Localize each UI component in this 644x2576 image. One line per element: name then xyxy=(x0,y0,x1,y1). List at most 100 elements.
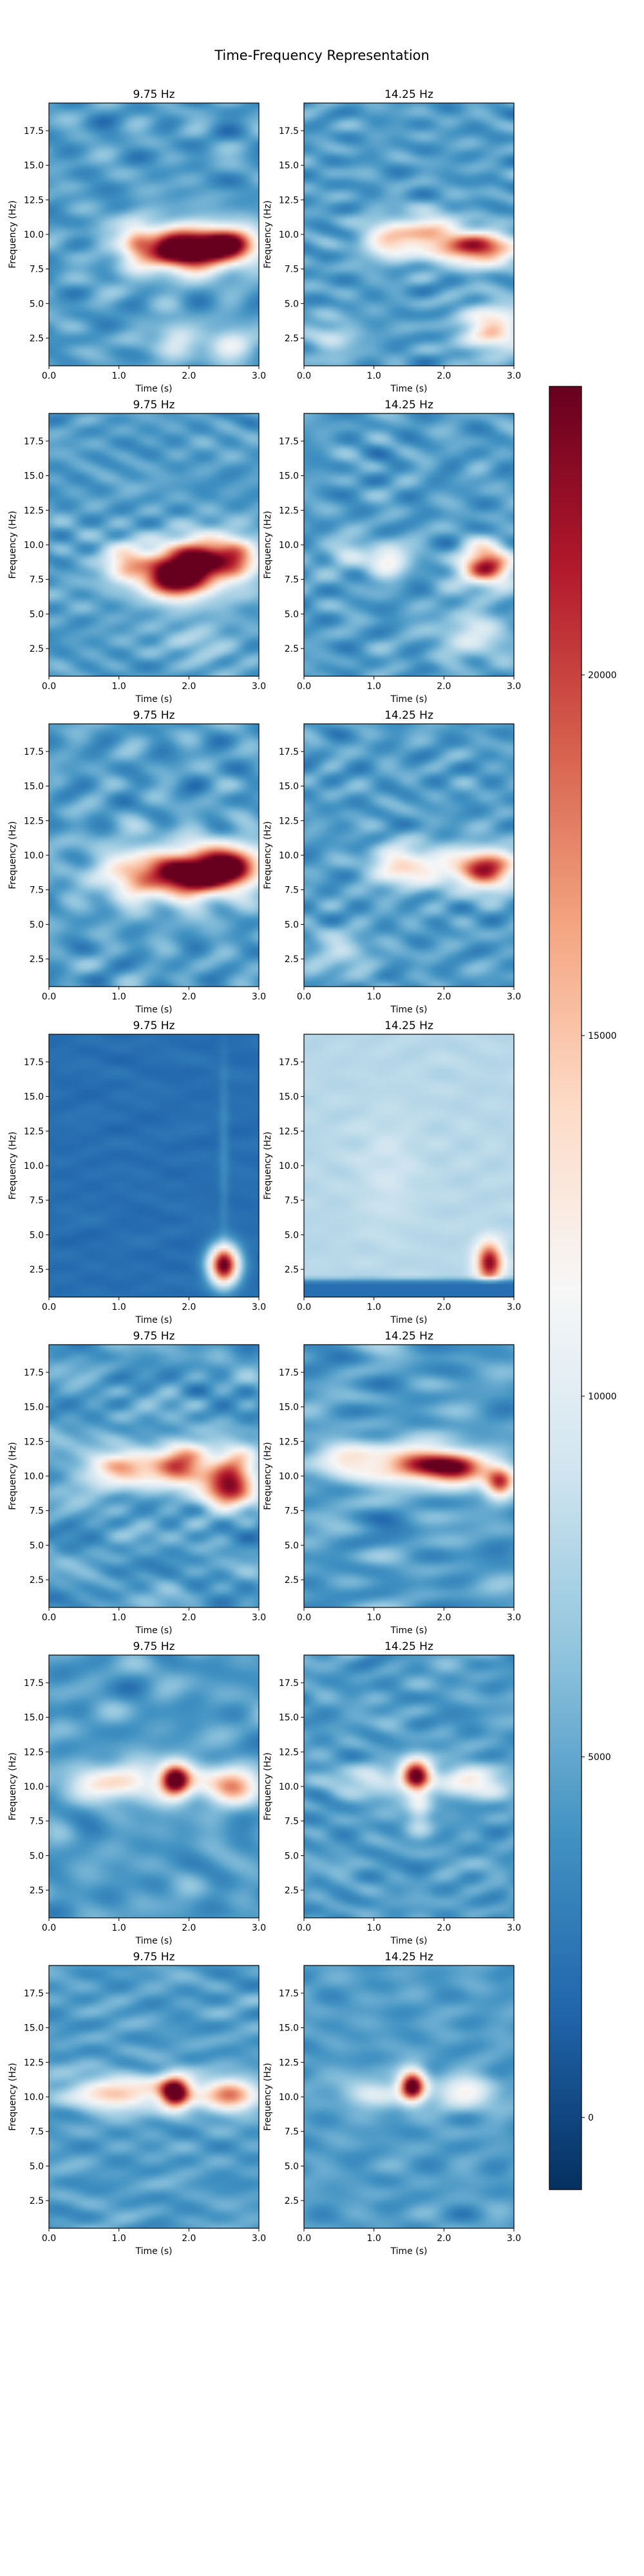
y-tick-label: 12.5 xyxy=(24,506,44,516)
x-tick-label: 0.0 xyxy=(297,1613,311,1623)
y-tick-label: 17.5 xyxy=(279,1989,299,1999)
heatmap-panel xyxy=(46,102,260,369)
y-tick-label: 15.0 xyxy=(279,2023,299,2034)
y-tick-label: 2.5 xyxy=(285,954,299,965)
x-tick-label: 3.0 xyxy=(252,1302,266,1312)
x-tick-label: 1.0 xyxy=(112,992,126,1002)
panel-title: 14.25 Hz xyxy=(384,1640,433,1653)
x-axis-label: Time (s) xyxy=(390,1005,428,1015)
y-tick-label: 5.0 xyxy=(30,2161,44,2172)
heatmap-panel xyxy=(301,413,515,679)
y-tick-label: 2.5 xyxy=(285,2196,299,2206)
y-axis-label: Frequency (Hz) xyxy=(8,1132,18,1200)
x-tick-label: 2.0 xyxy=(182,1302,196,1312)
y-tick-label: 15.0 xyxy=(24,1403,44,1413)
y-axis-label: Frequency (Hz) xyxy=(263,511,273,579)
y-tick-label: 17.5 xyxy=(24,126,44,137)
heatmap-panel xyxy=(46,723,260,990)
heatmap-panel xyxy=(301,723,515,990)
y-tick-label: 10.0 xyxy=(279,851,299,861)
x-tick-label: 0.0 xyxy=(42,1613,56,1623)
y-tick-label: 15.0 xyxy=(279,1403,299,1413)
panel-title: 14.25 Hz xyxy=(384,1019,433,1032)
y-tick-label: 12.5 xyxy=(279,506,299,516)
heatmap-panel xyxy=(46,1034,260,1300)
x-tick-label: 1.0 xyxy=(367,992,381,1002)
panel-title: 9.75 Hz xyxy=(133,399,175,412)
heatmap-image xyxy=(49,1034,259,1297)
x-tick-label: 1.0 xyxy=(112,1613,126,1623)
y-tick-label: 7.5 xyxy=(285,575,299,585)
heatmap-image xyxy=(304,724,514,987)
y-tick-label: 2.5 xyxy=(285,644,299,654)
y-axis-label: Frequency (Hz) xyxy=(263,1752,273,1821)
heatmap-panel xyxy=(301,1344,515,1611)
y-tick-label: 5.0 xyxy=(285,609,299,620)
x-tick-label: 3.0 xyxy=(507,992,521,1002)
y-tick-label: 2.5 xyxy=(285,1886,299,1896)
x-axis-label: Time (s) xyxy=(390,694,428,705)
x-tick-label: 2.0 xyxy=(437,1613,451,1623)
y-tick-label: 5.0 xyxy=(285,1230,299,1240)
y-tick-label: 2.5 xyxy=(30,2196,44,2206)
x-tick-label: 0.0 xyxy=(42,681,56,692)
panel-title: 14.25 Hz xyxy=(384,399,433,412)
y-tick-label: 7.5 xyxy=(285,2127,299,2137)
x-tick-label: 0.0 xyxy=(42,992,56,1002)
x-tick-label: 1.0 xyxy=(112,371,126,381)
y-tick-label: 10.0 xyxy=(279,540,299,551)
colorbar-tick-label: 15000 xyxy=(588,1031,617,1041)
y-tick-label: 7.5 xyxy=(285,1817,299,1827)
x-tick-label: 3.0 xyxy=(507,1302,521,1312)
y-tick-label: 2.5 xyxy=(30,1886,44,1896)
y-tick-label: 15.0 xyxy=(279,1092,299,1103)
x-tick-label: 1.0 xyxy=(367,1923,381,1933)
colorbar-tick-label: 20000 xyxy=(588,670,617,681)
panel-title: 9.75 Hz xyxy=(133,709,175,722)
x-axis-label: Time (s) xyxy=(135,384,173,394)
x-tick-label: 2.0 xyxy=(437,371,451,381)
y-tick-label: 12.5 xyxy=(279,1437,299,1447)
y-tick-label: 17.5 xyxy=(279,1368,299,1378)
x-tick-label: 3.0 xyxy=(252,681,266,692)
y-tick-label: 5.0 xyxy=(30,299,44,309)
heatmap-panel xyxy=(301,102,515,369)
y-tick-label: 12.5 xyxy=(24,2058,44,2068)
heatmap-image xyxy=(49,413,259,676)
panel-title: 14.25 Hz xyxy=(384,1330,433,1343)
x-axis-label: Time (s) xyxy=(135,1625,173,1636)
x-axis-label: Time (s) xyxy=(135,1005,173,1015)
y-tick-label: 5.0 xyxy=(30,1540,44,1551)
panel-title: 9.75 Hz xyxy=(133,1640,175,1653)
y-tick-label: 7.5 xyxy=(30,265,44,275)
heatmap-image xyxy=(304,1345,514,1607)
y-tick-label: 10.0 xyxy=(24,2092,44,2103)
x-tick-label: 1.0 xyxy=(367,1302,381,1312)
y-tick-label: 2.5 xyxy=(30,954,44,965)
x-tick-label: 1.0 xyxy=(112,681,126,692)
y-tick-label: 5.0 xyxy=(30,920,44,930)
x-tick-label: 2.0 xyxy=(437,1923,451,1933)
y-tick-label: 15.0 xyxy=(24,161,44,171)
y-tick-label: 17.5 xyxy=(279,1057,299,1068)
y-tick-label: 12.5 xyxy=(24,816,44,826)
heatmap-image xyxy=(49,724,259,987)
x-tick-label: 1.0 xyxy=(367,2233,381,2244)
y-tick-label: 2.5 xyxy=(30,334,44,344)
panel-title: 9.75 Hz xyxy=(133,1330,175,1343)
y-tick-label: 15.0 xyxy=(279,782,299,792)
y-tick-label: 10.0 xyxy=(279,1472,299,1482)
x-tick-label: 3.0 xyxy=(507,371,521,381)
colorbar-tick-label: 5000 xyxy=(588,1752,611,1763)
y-tick-label: 15.0 xyxy=(24,1092,44,1103)
y-tick-label: 12.5 xyxy=(279,2058,299,2068)
panel-title: 14.25 Hz xyxy=(384,1951,433,1964)
y-tick-label: 10.0 xyxy=(24,1782,44,1792)
y-tick-label: 7.5 xyxy=(285,265,299,275)
x-tick-label: 3.0 xyxy=(507,1613,521,1623)
x-tick-label: 2.0 xyxy=(437,992,451,1002)
y-tick-label: 15.0 xyxy=(24,2023,44,2034)
heatmap-image xyxy=(304,1034,514,1297)
y-tick-label: 5.0 xyxy=(285,1851,299,1861)
